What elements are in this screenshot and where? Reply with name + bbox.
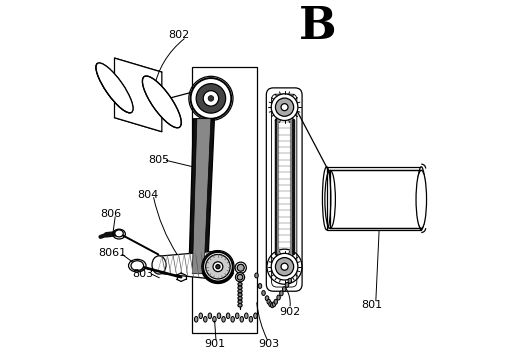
- Ellipse shape: [275, 258, 293, 276]
- Text: 803: 803: [132, 269, 153, 279]
- Ellipse shape: [238, 293, 242, 296]
- Ellipse shape: [237, 274, 243, 280]
- Ellipse shape: [271, 94, 298, 121]
- Text: 902: 902: [279, 307, 301, 317]
- Ellipse shape: [265, 296, 269, 301]
- Ellipse shape: [238, 300, 242, 304]
- Ellipse shape: [216, 265, 220, 269]
- Ellipse shape: [152, 256, 166, 274]
- Text: 804: 804: [137, 190, 159, 200]
- Ellipse shape: [196, 84, 226, 113]
- Ellipse shape: [281, 104, 288, 111]
- Ellipse shape: [288, 278, 291, 283]
- Ellipse shape: [262, 291, 265, 295]
- Bar: [192, 67, 256, 333]
- Ellipse shape: [417, 167, 425, 230]
- Ellipse shape: [203, 91, 219, 106]
- Text: 8061: 8061: [98, 248, 127, 258]
- Polygon shape: [114, 58, 162, 132]
- Ellipse shape: [199, 313, 203, 319]
- Polygon shape: [192, 119, 211, 274]
- Ellipse shape: [206, 255, 230, 279]
- FancyBboxPatch shape: [266, 88, 302, 291]
- Ellipse shape: [96, 63, 133, 113]
- Ellipse shape: [237, 264, 244, 271]
- Ellipse shape: [191, 78, 231, 119]
- Text: 806: 806: [101, 209, 122, 219]
- Ellipse shape: [208, 313, 212, 319]
- Text: 903: 903: [258, 339, 280, 349]
- Ellipse shape: [203, 252, 233, 282]
- Text: B: B: [299, 5, 337, 48]
- Text: 901: 901: [204, 339, 225, 349]
- Ellipse shape: [235, 273, 245, 282]
- Ellipse shape: [96, 63, 133, 113]
- Ellipse shape: [285, 282, 289, 287]
- Ellipse shape: [249, 317, 252, 322]
- Ellipse shape: [238, 286, 242, 290]
- Text: 805: 805: [148, 155, 169, 165]
- Ellipse shape: [217, 313, 221, 319]
- Ellipse shape: [271, 253, 298, 280]
- Ellipse shape: [238, 290, 242, 293]
- Ellipse shape: [213, 262, 223, 271]
- Ellipse shape: [255, 273, 258, 278]
- Ellipse shape: [238, 296, 242, 300]
- Ellipse shape: [204, 317, 207, 322]
- Ellipse shape: [254, 313, 257, 319]
- Ellipse shape: [226, 313, 230, 319]
- Ellipse shape: [245, 313, 248, 319]
- Ellipse shape: [269, 302, 272, 306]
- Ellipse shape: [238, 304, 242, 307]
- Ellipse shape: [281, 263, 288, 270]
- Ellipse shape: [274, 299, 278, 304]
- Text: 801: 801: [362, 300, 383, 310]
- Ellipse shape: [240, 317, 244, 322]
- Ellipse shape: [235, 313, 239, 319]
- Ellipse shape: [131, 261, 144, 270]
- Ellipse shape: [238, 282, 242, 286]
- Ellipse shape: [258, 283, 262, 288]
- Polygon shape: [159, 251, 220, 280]
- Ellipse shape: [235, 262, 246, 273]
- Ellipse shape: [222, 317, 225, 322]
- Ellipse shape: [267, 299, 270, 304]
- Ellipse shape: [208, 96, 214, 101]
- Ellipse shape: [272, 302, 276, 306]
- Ellipse shape: [115, 230, 123, 237]
- Ellipse shape: [194, 317, 198, 322]
- Ellipse shape: [277, 295, 280, 300]
- Ellipse shape: [270, 303, 274, 308]
- Polygon shape: [189, 119, 214, 274]
- Text: 802: 802: [169, 30, 190, 40]
- Ellipse shape: [416, 170, 426, 229]
- Ellipse shape: [280, 291, 283, 296]
- Ellipse shape: [231, 317, 234, 322]
- Ellipse shape: [283, 287, 286, 292]
- Ellipse shape: [275, 98, 293, 116]
- Polygon shape: [330, 170, 421, 228]
- Ellipse shape: [213, 317, 216, 322]
- Ellipse shape: [143, 76, 181, 128]
- Polygon shape: [327, 167, 421, 230]
